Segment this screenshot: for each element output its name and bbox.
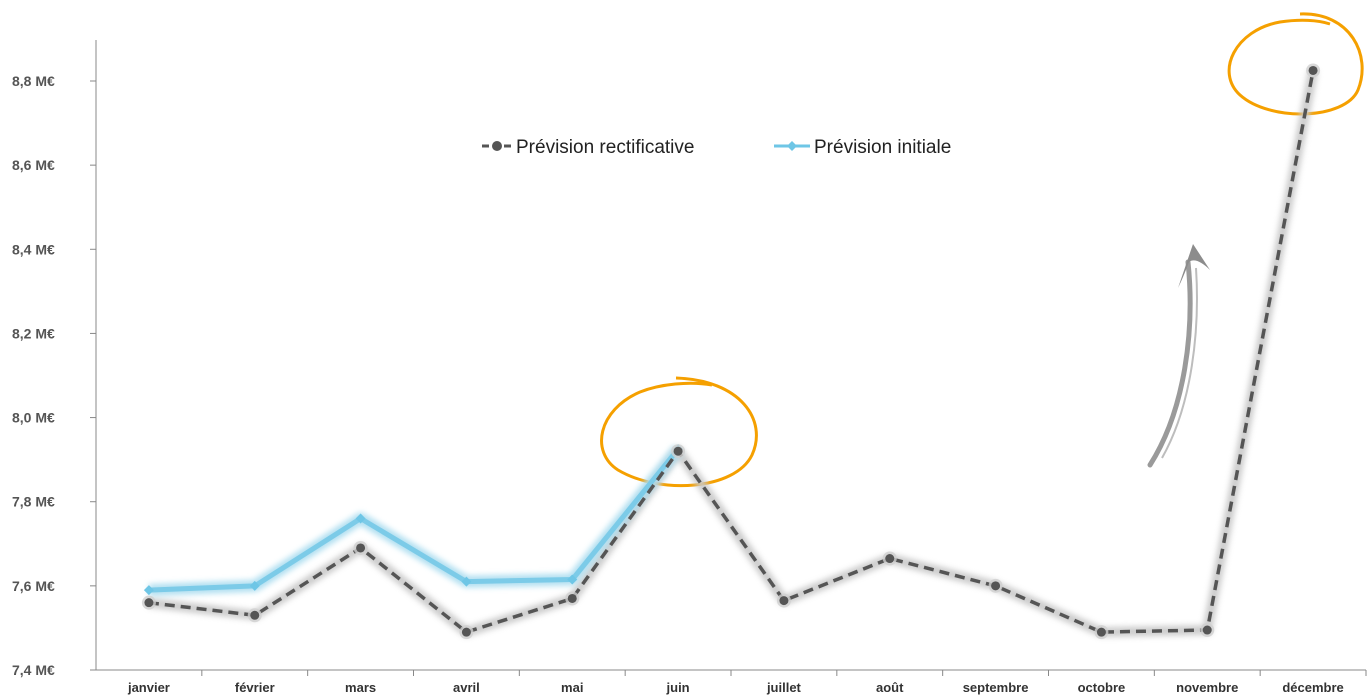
highlight-circle-decembre xyxy=(1227,12,1364,116)
x-axis-ticks: janvier février mars avril mai juin juillet aoû… xyxy=(127,670,1367,695)
highlight-circle-juin xyxy=(600,376,758,488)
legend-item-prevision-rectificative: Prévision rectificative xyxy=(482,137,694,158)
y-tick-label: 8,8 M€ xyxy=(12,73,55,89)
data-point-prevision-initiale xyxy=(355,513,366,524)
data-point-prevision-rectificative xyxy=(461,627,471,637)
data-point-prevision-initiale xyxy=(567,574,578,585)
x-tick-label: novembre xyxy=(1176,680,1238,695)
legend-label-prevision-rectificative: Prévision rectificative xyxy=(516,137,694,158)
data-point-prevision-rectificative xyxy=(1096,627,1106,637)
x-tick-label: février xyxy=(235,680,275,695)
legend: Prévision rectificative Prévision initia… xyxy=(482,137,951,158)
x-tick-label: juin xyxy=(666,680,690,695)
data-point-prevision-initiale xyxy=(461,576,472,587)
y-axis-ticks: 7,4 M€ 7,6 M€ 7,8 M€ 8,0 M€ 8,2 M€ 8,4 M€ 8,6 … xyxy=(12,73,96,678)
x-tick-label: octobre xyxy=(1078,680,1126,695)
series-line-prevision-initiale xyxy=(148,447,681,593)
data-point-prevision-rectificative xyxy=(356,543,366,553)
x-tick-label: septembre xyxy=(963,680,1029,695)
data-point-prevision-rectificative xyxy=(885,554,895,564)
y-tick-label: 7,8 M€ xyxy=(12,494,55,510)
x-tick-label: août xyxy=(876,680,904,695)
data-point-prevision-rectificative xyxy=(673,446,683,456)
data-point-prevision-rectificative xyxy=(144,598,154,608)
y-tick-label: 8,0 M€ xyxy=(12,410,55,426)
x-tick-label: décembre xyxy=(1282,680,1343,695)
legend-label-prevision-initiale: Prévision initiale xyxy=(814,137,951,158)
x-tick-label: mars xyxy=(345,680,376,695)
data-point-prevision-rectificative xyxy=(991,581,1001,591)
data-point-prevision-initiale xyxy=(249,580,260,591)
x-tick-label: juillet xyxy=(766,680,802,695)
data-point-prevision-rectificative xyxy=(250,610,260,620)
data-point-prevision-rectificative xyxy=(1308,65,1318,75)
data-point-prevision-rectificative xyxy=(1202,625,1212,635)
upward-curved-arrow-icon xyxy=(1147,244,1210,468)
y-tick-label: 7,6 M€ xyxy=(12,578,55,594)
series-layer xyxy=(141,63,1321,640)
data-point-prevision-initiale xyxy=(143,585,154,596)
x-tick-label: avril xyxy=(453,680,480,695)
y-tick-label: 8,2 M€ xyxy=(12,325,55,341)
x-tick-label: mai xyxy=(561,680,583,695)
x-tick-label: janvier xyxy=(127,680,170,695)
series-line-prevision-rectificative xyxy=(148,70,1315,634)
y-tick-label: 8,4 M€ xyxy=(12,241,55,257)
legend-item-prevision-initiale: Prévision initiale xyxy=(774,137,951,158)
data-point-prevision-rectificative xyxy=(567,593,577,603)
y-tick-label: 7,4 M€ xyxy=(12,662,55,678)
y-tick-label: 8,6 M€ xyxy=(12,157,55,173)
data-point-prevision-rectificative xyxy=(779,596,789,606)
